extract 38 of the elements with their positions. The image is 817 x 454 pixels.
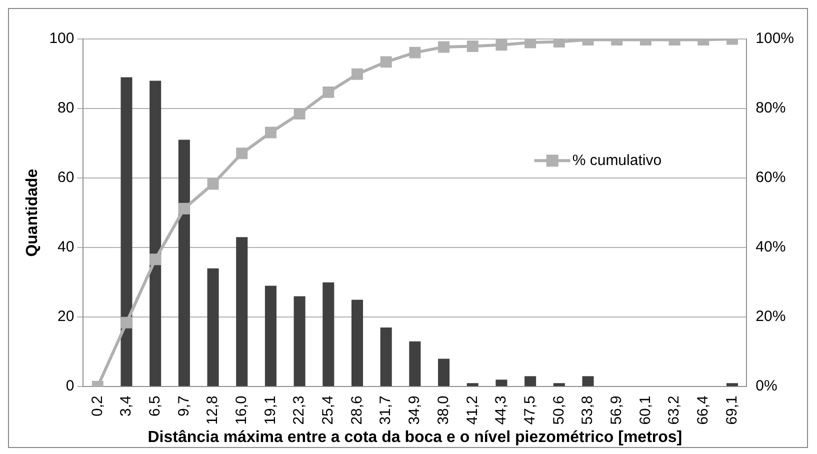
- y2-tick-label: 40%: [756, 238, 786, 256]
- x-tick-label: 53,8: [579, 396, 596, 425]
- y2-tick-label: 100%: [756, 30, 794, 48]
- x-tick-label: 16,0: [233, 396, 250, 425]
- x-tick-label: 0,2: [88, 396, 106, 416]
- x-tick-label: 9,7: [175, 396, 192, 416]
- x-axis-title: Distância máxima entre a cota da boca e o nível piezométrico [metros]: [148, 428, 682, 446]
- y2-tick-label: 0%: [756, 378, 778, 395]
- x-tick-label: 38,0: [434, 396, 452, 425]
- y-tick-label: 40: [58, 238, 74, 256]
- x-tick-label: 6,5: [146, 396, 164, 416]
- y-tick-label: 20: [58, 308, 74, 326]
- y2-tick-label: 80%: [756, 100, 786, 117]
- x-tick-label: 60,1: [636, 396, 654, 425]
- y-tick-label: 60: [58, 169, 74, 186]
- x-tick-label: 22,3: [290, 396, 308, 425]
- y-tick-label: 0: [66, 378, 74, 395]
- x-tick-label: 28,6: [348, 396, 366, 425]
- x-tick-label: 44,3: [492, 396, 510, 425]
- y2-tick-label: 60%: [756, 169, 786, 186]
- x-tick-label: 12,8: [204, 396, 222, 425]
- x-tick-label: 50,6: [550, 396, 568, 425]
- x-tick-label: 66,4: [694, 396, 712, 425]
- x-tick-label: 25,4: [320, 396, 337, 425]
- y-axis-title: Quantidade: [24, 168, 42, 257]
- y2-tick-label: 20%: [756, 308, 786, 326]
- x-tick-label: 69,1: [723, 396, 740, 425]
- y-tick-label: 80: [58, 100, 74, 117]
- y-tick-label: 100: [49, 30, 74, 48]
- legend-label: % cumulativo: [572, 152, 662, 169]
- x-tick-label: 3,4: [118, 396, 135, 416]
- x-tick-label: 34,9: [406, 396, 424, 425]
- x-tick-label: 41,2: [464, 396, 481, 425]
- x-tick-label: 56,9: [608, 396, 625, 425]
- x-tick-label: 63,2: [666, 396, 683, 425]
- x-tick-label: 47,5: [521, 396, 538, 425]
- x-tick-label: 31,7: [377, 396, 394, 425]
- x-tick-label: 19,1: [262, 396, 279, 425]
